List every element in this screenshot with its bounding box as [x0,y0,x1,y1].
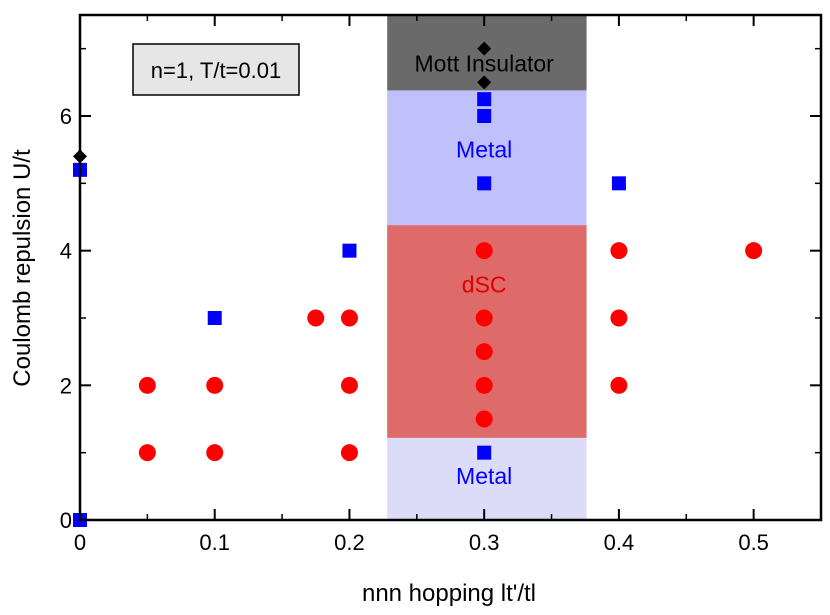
annotation-text: n=1, T/t=0.01 [151,58,281,83]
marker-circle-0.4-2 [610,376,628,394]
marker-circle-0.4-4 [610,242,628,260]
x-tick-label: 0 [74,530,86,555]
x-tick-label: 0.4 [604,530,635,555]
data-markers [73,41,763,527]
annotation-box-frame [132,43,300,96]
region-label-1: dSC [462,271,507,297]
marker-circle-0.4-3 [610,309,628,327]
axis-ticks: 0 0.1 0.2 0.3 0.4 0.5 0 2 4 6 [60,15,822,555]
marker-square-0.1-3 [207,311,222,325]
annotation-box: n=1, T/t=0.01 [132,43,300,96]
marker-circle-0.5-4 [745,242,763,260]
marker-diamond-0.3-7 [477,41,492,56]
marker-circle-0.3-3 [475,309,493,327]
y-tick-label: 6 [60,104,72,129]
marker-square-0.4-5 [611,176,626,191]
marker-square-0.3-1 [477,445,492,460]
marker-circle-0.05-2 [138,376,156,394]
region-label-0: Metal [456,463,512,489]
marker-circle-0.1-2 [206,376,224,394]
x-tick-label: 0.1 [199,530,230,555]
marker-circle-0.175-3 [307,309,325,327]
x-tick-label: 0.3 [469,530,500,555]
y-tick-label: 2 [60,373,72,398]
marker-square-0.2-4 [342,243,357,258]
marker-square-0.3-6.25 [477,92,492,107]
axes-frame [78,13,823,522]
marker-square-0.3-6 [477,109,492,123]
x-tick-label: 0.2 [334,530,365,555]
marker-square-0.3-5 [477,176,492,191]
region-dsc-1 [387,225,587,438]
y-tick-label: 4 [60,239,72,264]
marker-circle-0.1-1 [206,444,224,462]
marker-circle-0.3-2 [475,376,493,394]
marker-circle-0.3-2.5 [475,343,493,361]
marker-circle-0.05-1 [138,444,156,462]
y-axis-label: Coulomb repulsion U/t [9,149,36,387]
marker-circle-0.2-2 [340,376,358,394]
marker-circle-0.3-1.5 [475,410,493,428]
x-tick-label: 0.5 [738,530,769,555]
marker-circle-0.3-4 [475,242,493,260]
phase-regions [387,15,587,520]
marker-circle-0.2-1 [340,444,358,462]
x-axis-label: nnn hopping lt'/tl [362,580,536,607]
marker-circle-0.2-3 [340,309,358,327]
region-label-2: Metal [456,137,512,163]
y-tick-label: 0 [60,508,72,533]
marker-diamond-0.3-6.5 [477,75,492,90]
